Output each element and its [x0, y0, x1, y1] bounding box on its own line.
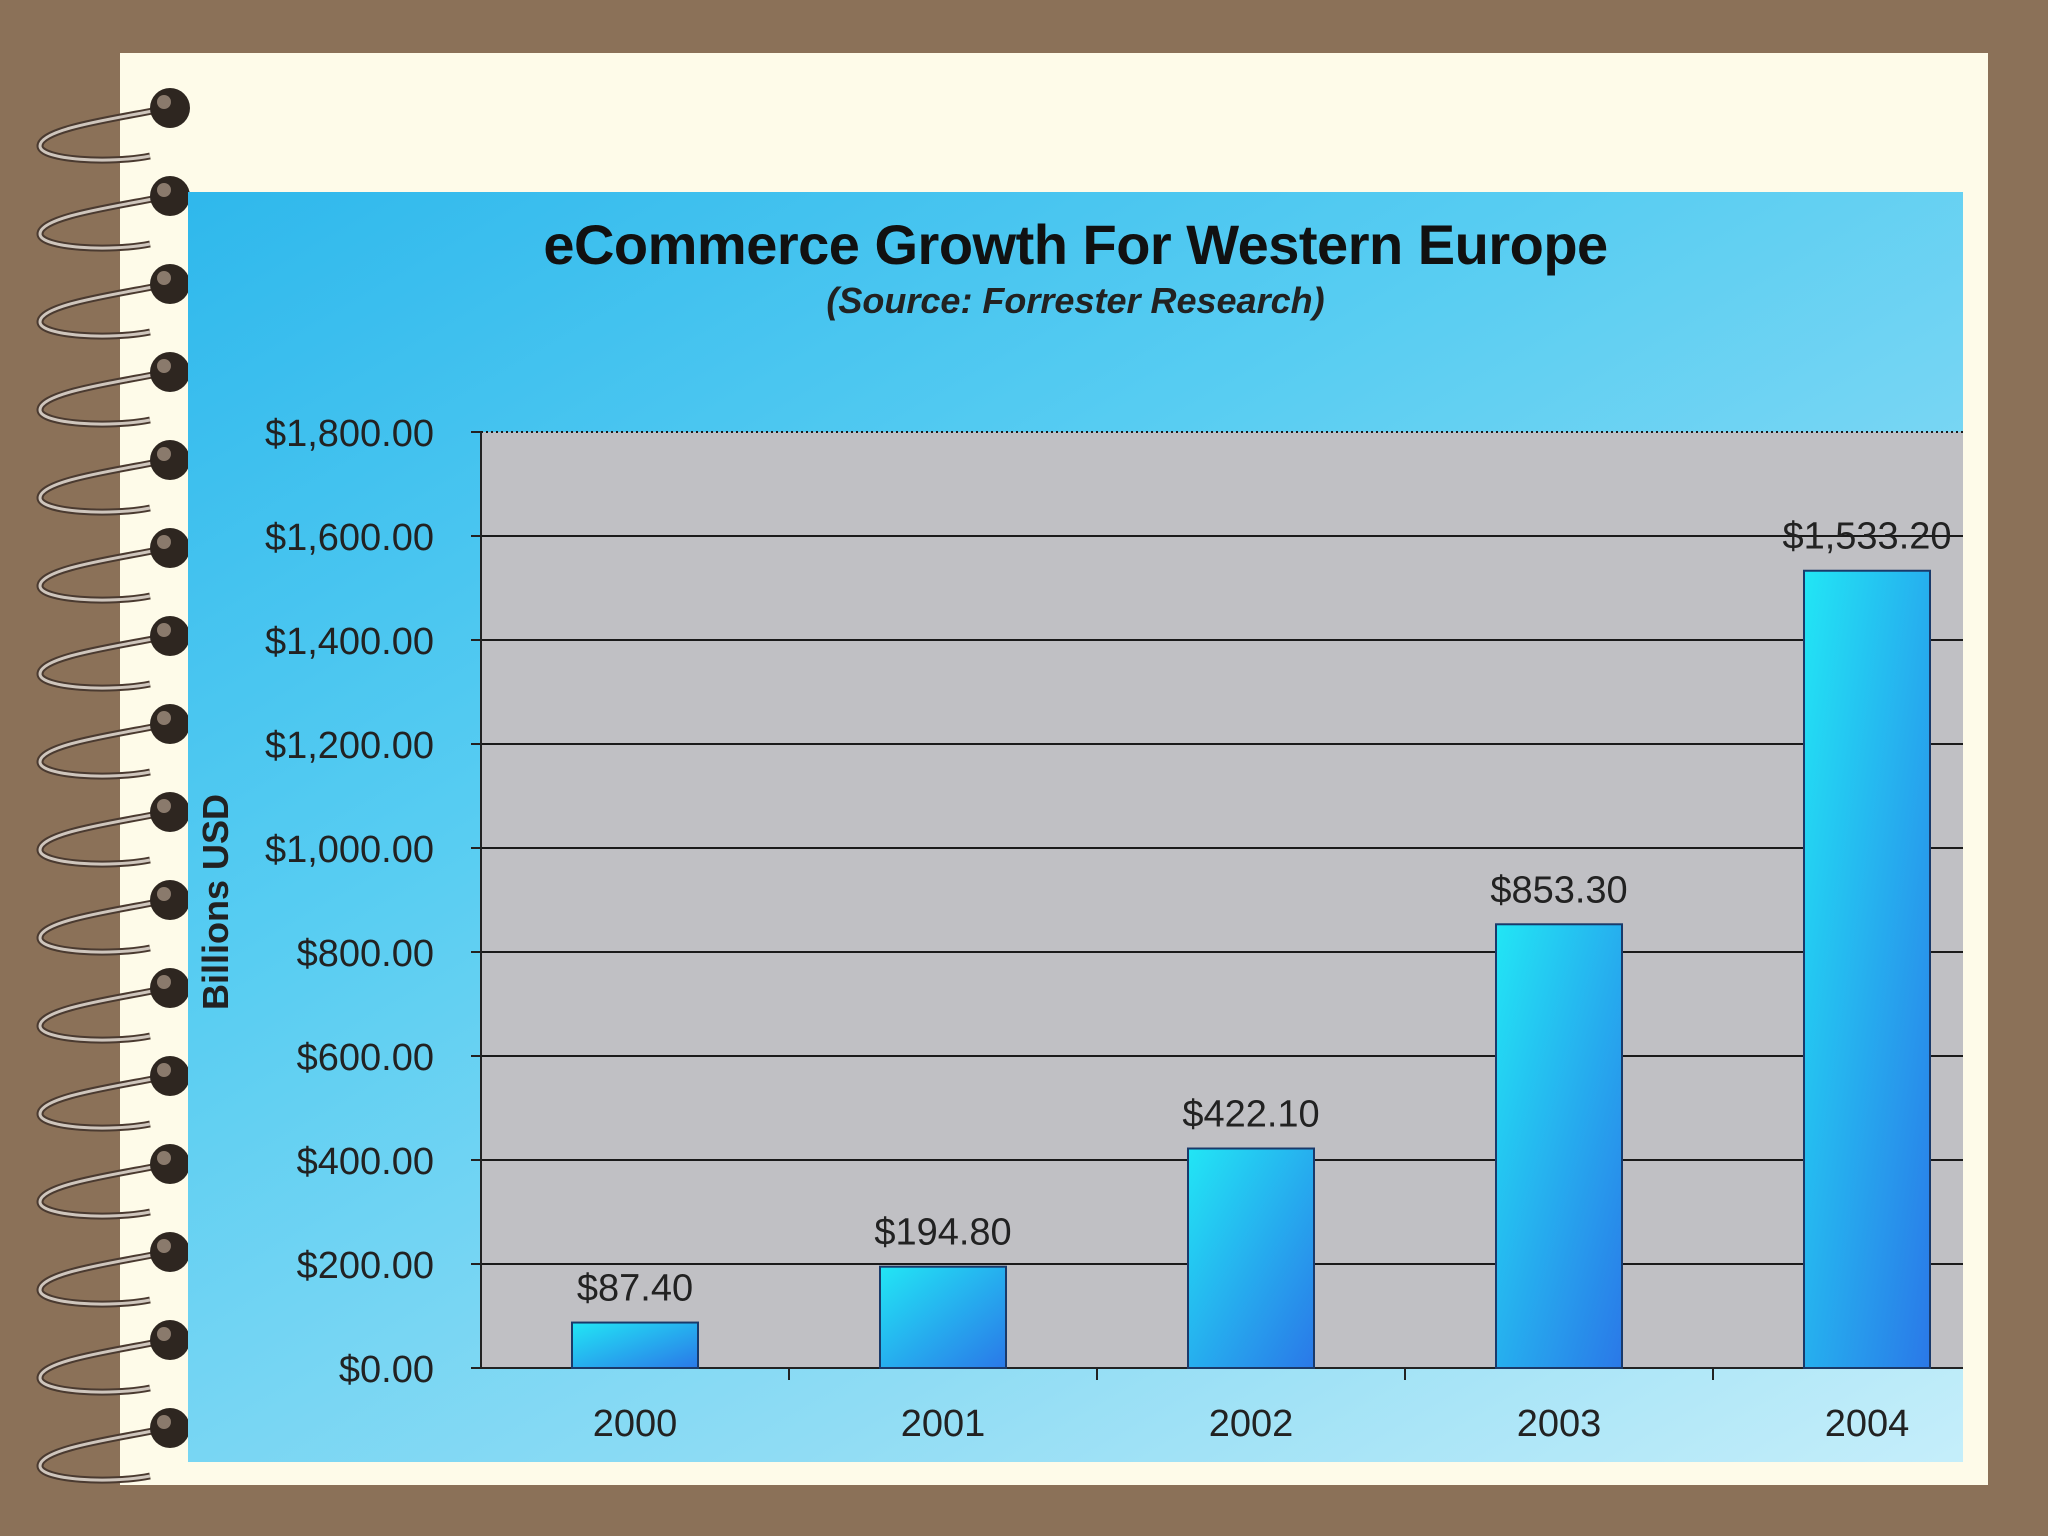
y-tick-label: $800.00: [297, 933, 434, 975]
y-tick-label: $600.00: [297, 1037, 434, 1079]
x-tick-label: 2002: [1209, 1403, 1294, 1445]
chart-subtitle: (Source: Forrester Research): [826, 280, 1325, 321]
bar: [879, 1265, 1007, 1369]
bar-chart: Billions USD $0.00 $200.00 $400.00 $600.00 $…: [195, 413, 1963, 1445]
chart-title: eCommerce Growth For Western Europe: [543, 213, 1608, 276]
y-tick-label: $1,200.00: [265, 725, 434, 767]
spiral-ring: [36, 528, 190, 604]
x-tick-label: 2004: [1825, 1403, 1910, 1445]
bar: [571, 1321, 699, 1370]
spiral-ring: [36, 176, 190, 252]
spiral-ring: [36, 1408, 190, 1484]
spiral-ring: [36, 264, 190, 340]
x-tick-label: 2003: [1517, 1403, 1602, 1445]
y-tick-label: $1,400.00: [265, 621, 434, 663]
spiral-ring: [36, 1232, 190, 1308]
spiral-ring: [36, 1320, 190, 1396]
spiral-ring: [36, 792, 190, 868]
y-axis-label: Billions USD: [195, 794, 236, 1010]
spiral-ring: [36, 704, 190, 780]
spiral-ring: [36, 968, 190, 1044]
y-tick-label: $200.00: [297, 1245, 434, 1287]
bar-value-label: $87.40: [577, 1268, 693, 1310]
spiral-binding: [36, 88, 190, 1484]
bar-value-label: $853.30: [1490, 869, 1627, 911]
chart-panel: eCommerce Growth For Western Europe (Sou…: [188, 192, 1963, 1462]
x-tick-label: 2000: [593, 1403, 678, 1445]
spiral-ring: [36, 1144, 190, 1220]
spiral-ring: [36, 352, 190, 428]
bar-value-label: $194.80: [874, 1212, 1011, 1254]
spiral-ring: [36, 88, 190, 164]
bar: [1187, 1147, 1315, 1369]
bar-value-label: $1,533.20: [1782, 516, 1951, 558]
y-tick-label: $0.00: [339, 1349, 434, 1391]
y-tick-label: $1,600.00: [265, 517, 434, 559]
bar: [1495, 923, 1623, 1369]
spiral-ring: [36, 616, 190, 692]
y-tick-label: $400.00: [297, 1141, 434, 1183]
bar: [1803, 569, 1931, 1369]
y-tick-label: $1,000.00: [265, 829, 434, 871]
spiral-ring: [36, 1056, 190, 1132]
bar-value-label: $422.10: [1182, 1094, 1319, 1136]
y-tick-label: $1,800.00: [265, 413, 434, 455]
x-tick-label: 2001: [901, 1403, 986, 1445]
spiral-ring: [36, 880, 190, 956]
spiral-ring: [36, 440, 190, 516]
